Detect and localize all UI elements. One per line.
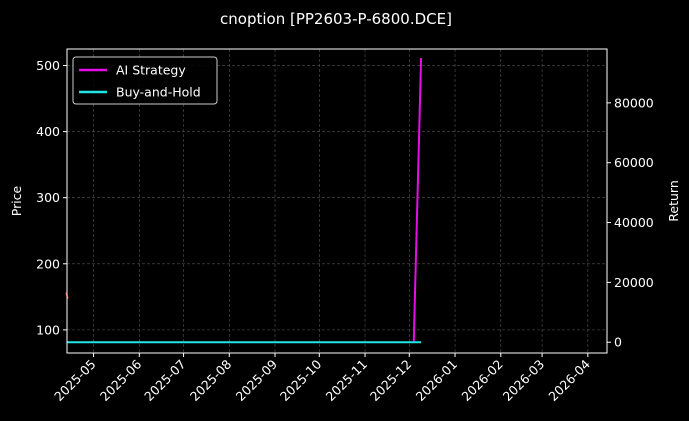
chart-title: cnoption [PP2603-P-6800.DCE] [220,10,452,28]
y-tick-label: 100 [36,322,60,337]
y-tick-label: 200 [36,256,60,271]
y-tick-label: 400 [36,124,60,139]
plot-frame [66,48,608,354]
y2-tick-label: 20000 [614,275,654,290]
legend-label: Buy-and-Hold [116,85,201,100]
y-tick-label: 300 [36,190,60,205]
y-tick-label: 500 [36,58,60,73]
legend: AI Strategy Buy-and-Hold [72,56,218,105]
y2-tick-label: 80000 [614,95,654,110]
y2-tick-label: 60000 [614,155,654,170]
series-line-ai-strategy [412,57,423,343]
y2-tick-label: 0 [614,335,622,350]
y-axis-label: Price [9,185,24,216]
y2-tick-label: 40000 [614,215,654,230]
legend-label: AI Strategy [116,63,186,78]
legend-box [72,56,218,105]
y2-axis-label: Return [666,180,681,221]
